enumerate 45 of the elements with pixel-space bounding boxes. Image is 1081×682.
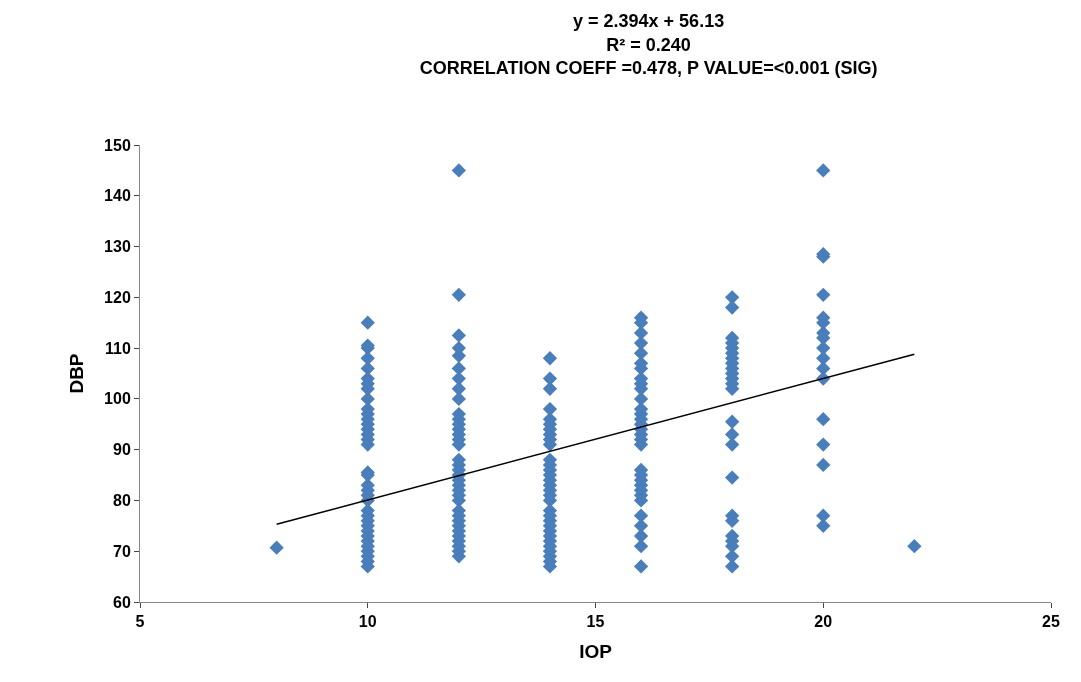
point [816,163,831,178]
point [633,518,649,533]
y-tick-label: 130 [104,238,131,256]
point [451,391,466,407]
point [725,559,740,574]
point [633,559,649,574]
point [816,518,831,533]
point [360,315,375,330]
x-axis-title: IOP [579,641,613,662]
x-tick-label: 20 [814,613,833,631]
point [725,549,740,564]
y-tick-label: 140 [104,187,131,205]
y-tick-label: 110 [104,339,131,357]
point [451,328,466,343]
point [816,437,831,452]
point [725,437,740,452]
point [725,414,740,429]
point [907,538,922,554]
x-tick-label: 25 [1042,613,1060,631]
y-tick-label: 120 [104,288,131,306]
y-tick-label: 80 [113,492,131,510]
point [451,381,466,396]
y-tick-label: 90 [113,441,131,459]
y-tick-label: 150 [104,136,131,154]
point [725,300,740,315]
x-tick-label: 5 [135,613,145,631]
point [816,412,831,427]
point [816,457,831,473]
point [542,381,558,396]
point [816,287,831,302]
point [816,351,831,366]
y-tick-label: 70 [113,542,131,560]
point [816,508,831,523]
point [451,287,466,302]
point [269,540,284,555]
point [451,163,466,178]
point [360,361,375,376]
y-tick-label: 60 [113,593,131,611]
y-axis-title: DBP [65,353,87,394]
x-tick-label: 10 [358,613,377,631]
chart-title: y = 2.394x + 56.13 R² = 0.240 CORRELATION COEFF =0.478, P VALUE=<0.001 (SIG) [419,11,878,79]
point [725,470,740,485]
y-tick-label: 100 [104,390,131,408]
x-tick-label: 15 [586,613,605,631]
point [542,351,558,366]
